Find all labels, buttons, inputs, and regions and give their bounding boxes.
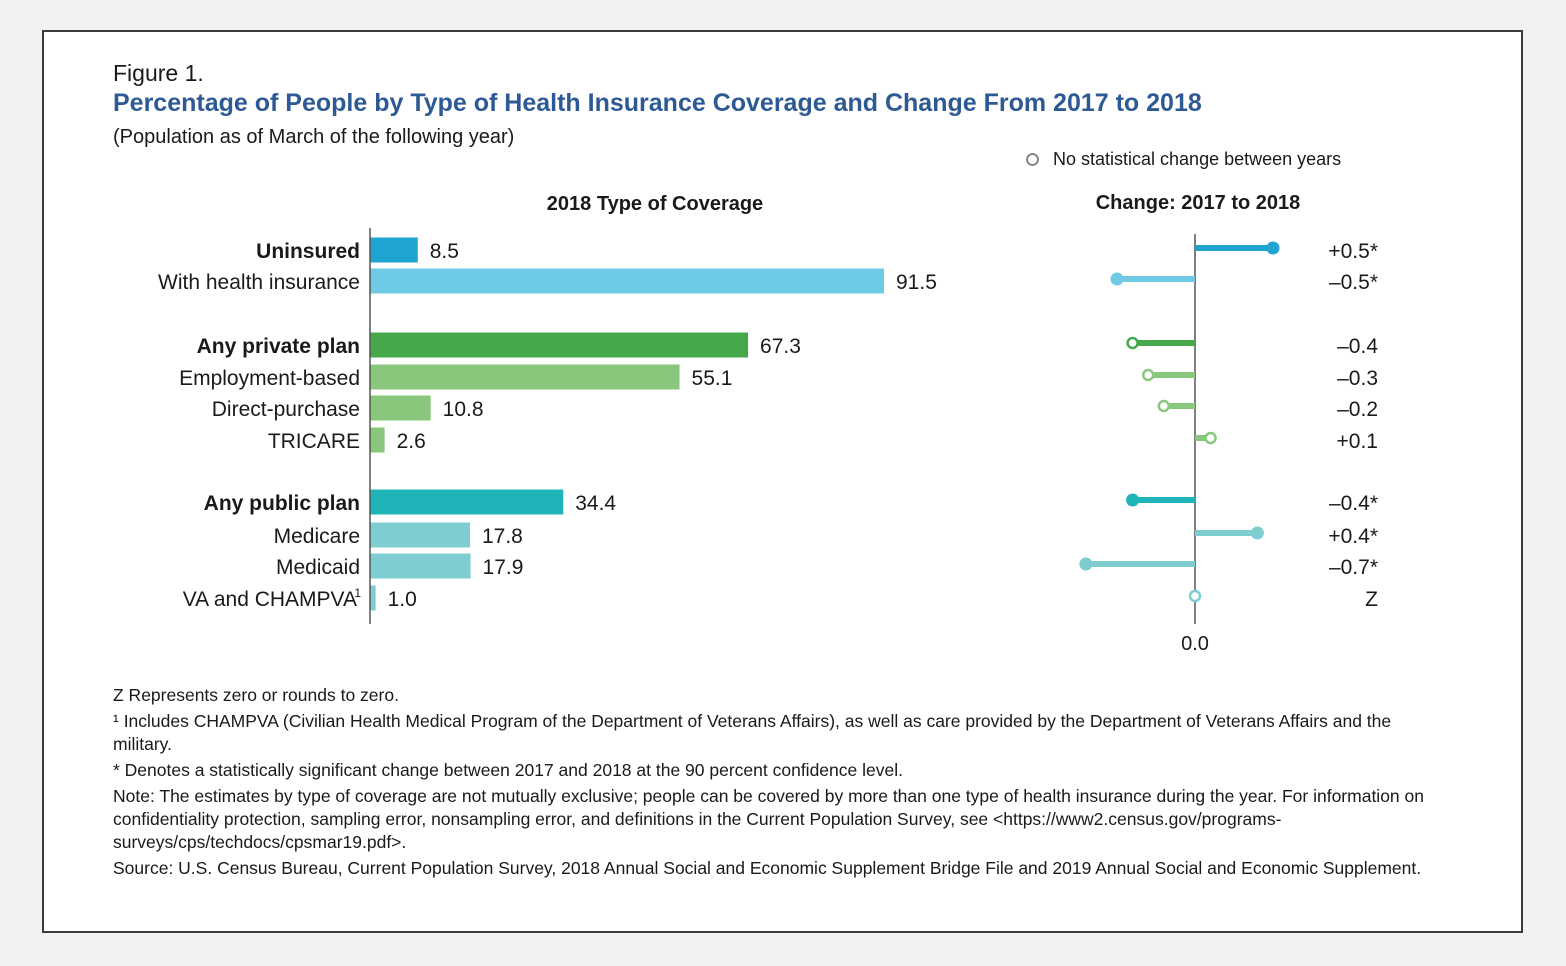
change-axis-tick-label: 0.0	[1181, 633, 1209, 655]
legend: No statistical change between years	[1026, 149, 1341, 170]
change-point-any-private-plan	[1126, 336, 1139, 350]
category-label-employment-based: Employment-based	[179, 367, 360, 390]
figure-subtitle: (Population as of March of the following…	[113, 126, 515, 148]
change-point-direct-purchase	[1157, 399, 1171, 413]
footnote-1: ¹ Includes CHAMPVA (Civilian Health Medi…	[113, 711, 1392, 754]
footnote-significance: * Denotes a statistically significant ch…	[113, 760, 903, 780]
change-point-with-health-insurance	[1110, 272, 1124, 286]
change-point-va-and-champva	[1188, 589, 1202, 603]
category-superscript: 1	[354, 586, 361, 600]
change-label-any-private-plan: –0.4	[1337, 335, 1378, 358]
bar-va-and-champva	[370, 585, 376, 611]
change-label-uninsured: +0.5*	[1328, 240, 1378, 263]
bar-medicaid	[370, 553, 471, 579]
bar-employment-based	[370, 364, 680, 390]
bar-with-health-insurance	[370, 268, 884, 294]
footnote-note: Note: The estimates by type of coverage …	[113, 786, 1424, 852]
change-label-employment-based: –0.3	[1337, 367, 1378, 390]
category-label-any-public-plan: Any public plan	[204, 492, 360, 515]
change-point-employment-based	[1141, 368, 1155, 382]
bar-panel-title: 2018 Type of Coverage	[547, 193, 763, 215]
value-label-any-public-plan: 34.4	[575, 492, 616, 515]
value-label-medicaid: 17.9	[483, 556, 524, 579]
change-label-medicaid: –0.7*	[1329, 556, 1378, 579]
change-label-tricare: +0.1	[1337, 430, 1378, 453]
value-label-va-and-champva: 1.0	[388, 588, 417, 611]
category-label-with-health-insurance: With health insurance	[158, 271, 360, 294]
footnote-z: Z Represents zero or rounds to zero.	[113, 685, 399, 705]
category-label-tricare: TRICARE	[268, 430, 360, 453]
figure-frame	[42, 30, 1523, 933]
value-label-with-health-insurance: 91.5	[896, 271, 937, 294]
change-point-medicaid	[1079, 557, 1093, 571]
bar-medicare	[370, 522, 470, 548]
value-label-direct-purchase: 10.8	[443, 398, 484, 421]
bar-any-private-plan	[370, 332, 749, 358]
change-panel-title: Change: 2017 to 2018	[1096, 192, 1301, 214]
change-label-medicare: +0.4*	[1328, 525, 1378, 548]
legend-label: No statistical change between years	[1053, 149, 1342, 169]
footnotes: Z Represents zero or rounds to zero. ¹ I…	[113, 684, 1453, 883]
change-point-tricare	[1204, 431, 1217, 445]
value-label-any-private-plan: 67.3	[760, 335, 801, 358]
no-change-marker-icon	[1026, 153, 1039, 166]
bar-direct-purchase	[370, 395, 431, 421]
bar-any-public-plan	[370, 489, 564, 515]
category-label-medicaid: Medicaid	[276, 556, 360, 579]
value-label-uninsured: 8.5	[430, 240, 459, 263]
category-label-va-and-champva: VA and CHAMPVA	[183, 588, 357, 611]
footnote-source: Source: U.S. Census Bureau, Current Popu…	[113, 858, 1422, 878]
change-label-va-and-champva: Z	[1365, 588, 1378, 611]
value-label-tricare: 2.6	[397, 430, 426, 453]
change-label-direct-purchase: –0.2	[1337, 398, 1378, 421]
change-label-with-health-insurance: –0.5*	[1329, 271, 1378, 294]
value-label-medicare: 17.8	[482, 525, 523, 548]
value-label-employment-based: 55.1	[692, 367, 733, 390]
change-point-medicare	[1250, 526, 1264, 540]
change-label-any-public-plan: –0.4*	[1329, 492, 1378, 515]
figure-label: Figure 1.	[113, 60, 204, 86]
category-label-uninsured: Uninsured	[256, 240, 360, 263]
category-label-medicare: Medicare	[274, 525, 360, 548]
change-point-any-public-plan	[1126, 493, 1140, 507]
bar-tricare	[370, 427, 385, 453]
bar-uninsured	[370, 237, 418, 263]
change-point-uninsured	[1266, 241, 1280, 255]
category-label-direct-purchase: Direct-purchase	[212, 398, 360, 421]
figure-title: Percentage of People by Type of Health I…	[113, 89, 1202, 117]
category-label-any-private-plan: Any private plan	[197, 335, 360, 358]
